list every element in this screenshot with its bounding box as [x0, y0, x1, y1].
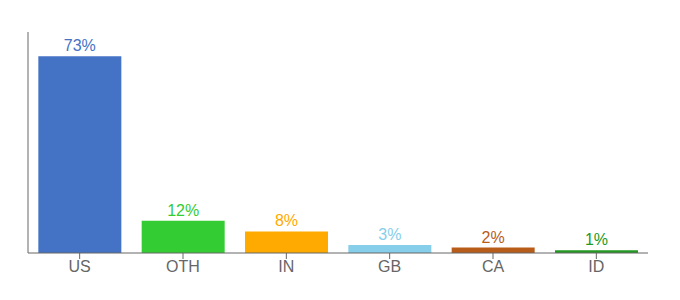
- svg-text:1%: 1%: [585, 231, 608, 248]
- svg-text:OTH: OTH: [166, 258, 200, 275]
- svg-text:CA: CA: [482, 258, 505, 275]
- svg-text:3%: 3%: [378, 226, 401, 243]
- svg-text:ID: ID: [588, 258, 604, 275]
- svg-text:8%: 8%: [275, 212, 298, 229]
- svg-text:GB: GB: [378, 258, 401, 275]
- svg-text:US: US: [69, 258, 91, 275]
- svg-text:73%: 73%: [64, 37, 96, 54]
- svg-text:2%: 2%: [482, 229, 505, 246]
- svg-text:12%: 12%: [167, 202, 199, 219]
- svg-text:IN: IN: [278, 258, 294, 275]
